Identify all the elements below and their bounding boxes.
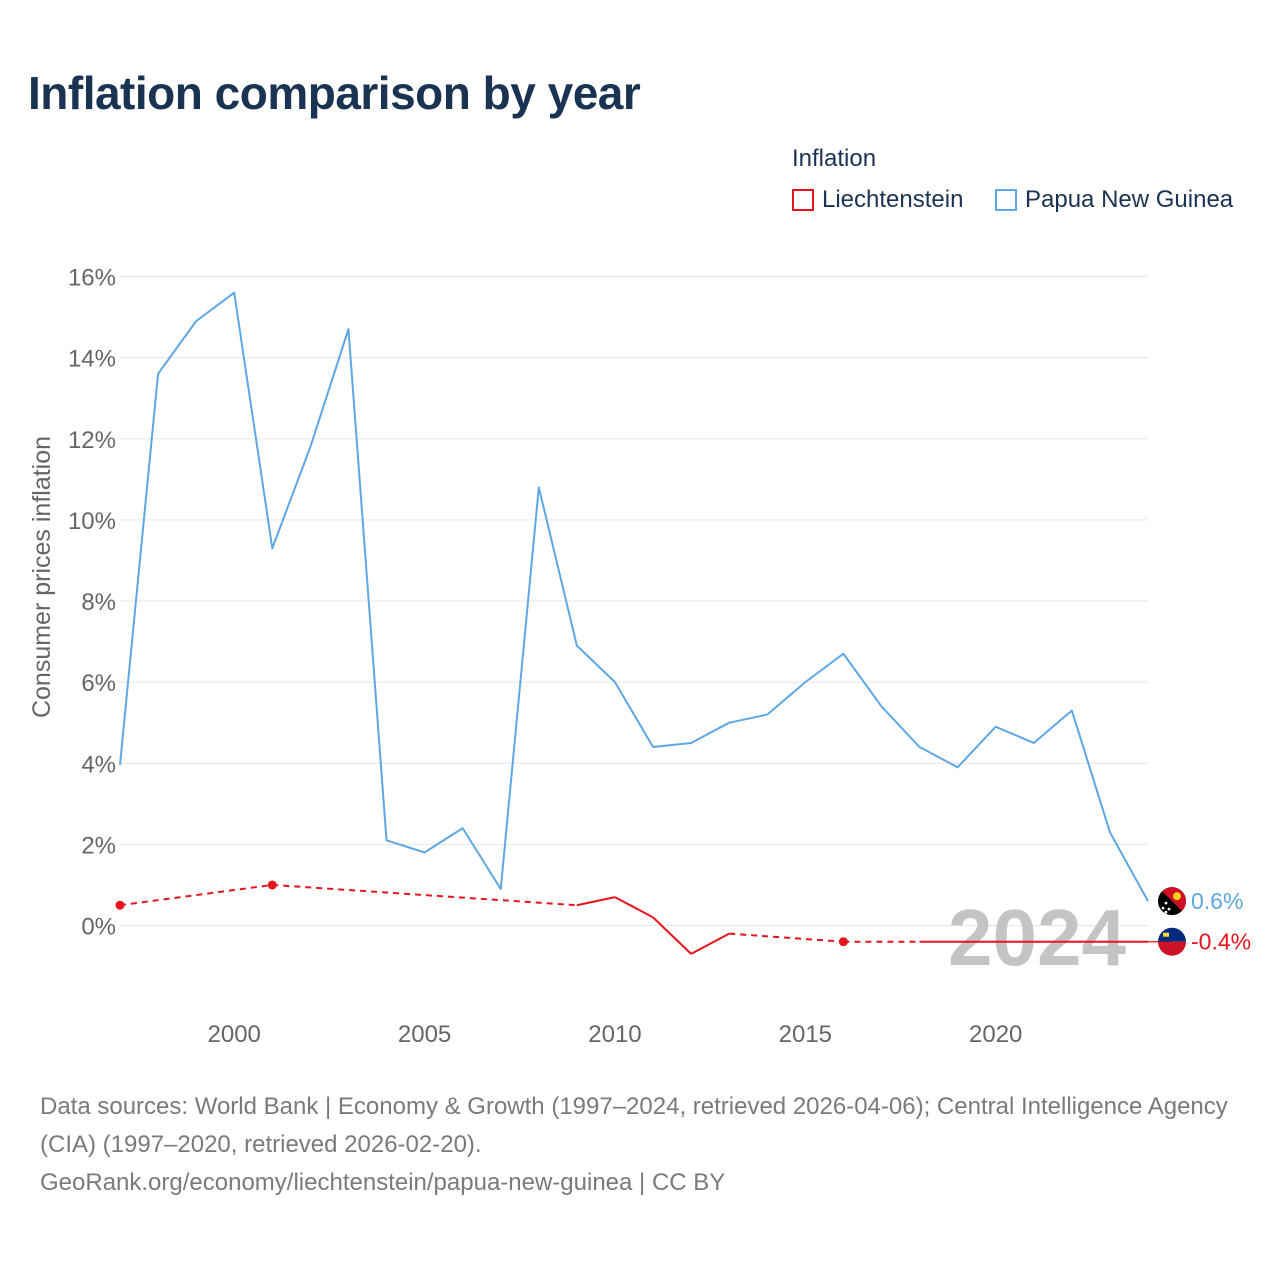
y-axis-label: Consumer prices inflation [28, 436, 56, 718]
y-tick-label: 8% [81, 589, 116, 616]
series-segment-liechtenstein [729, 932, 844, 943]
png-flag-star [1161, 906, 1165, 910]
series-segment-liechtenstein [690, 932, 730, 955]
y-tick-label: 2% [81, 832, 116, 859]
x-tick-label: 2005 [398, 1021, 451, 1048]
li-flag-red [1158, 941, 1186, 956]
series-point-liechtenstein [267, 880, 277, 890]
legend-title: Inflation [792, 145, 877, 172]
x-tick-label: 2010 [588, 1021, 641, 1048]
legend-item-liechtenstein[interactable]: Liechtenstein [792, 186, 963, 214]
papua-new-guinea-flag-icon [1158, 887, 1186, 916]
png-flag-star [1167, 907, 1171, 911]
series-segment-liechtenstein [272, 883, 577, 907]
chart-canvas: 0% 2% 4% 6% 8% 10% 12% 14% 16% 2000 2005 2010 2015 20… [28, 265, 1251, 1049]
y-tick-label: 12% [68, 427, 116, 454]
li-flag-blue [1158, 927, 1186, 942]
year-watermark: 2024 [948, 893, 1126, 982]
series-segment-liechtenstein [576, 896, 616, 907]
x-tick-label: 2020 [969, 1021, 1022, 1048]
li-flag-body [1158, 927, 1186, 956]
end-label-liechtenstein: -0.4% [1191, 929, 1251, 955]
chart-title: Inflation comparison by year [28, 67, 641, 119]
li-flag-crown [1163, 932, 1169, 937]
y-tick-label: 0% [81, 914, 116, 941]
png-flag-star [1164, 901, 1168, 905]
series-segment-liechtenstein [614, 896, 654, 919]
end-label-papua-new-guinea: 0.6% [1191, 888, 1243, 914]
y-tick-label: 10% [68, 508, 116, 535]
x-tick-label: 2000 [208, 1021, 261, 1048]
liechtenstein-flag-icon [1158, 927, 1186, 956]
x-tick-label: 2015 [779, 1021, 832, 1048]
source-url[interactable]: GeoRank.org/economy/liechtenstein/papua-… [40, 1169, 726, 1196]
png-flag-star [1164, 910, 1168, 914]
y-tick-label: 4% [81, 751, 116, 778]
legend-item-papua-new-guinea[interactable]: Papua New Guinea [995, 186, 1233, 214]
series-segment-liechtenstein [652, 916, 692, 955]
png-flag-body [1158, 887, 1186, 916]
legend-swatch-papua-new-guinea [995, 189, 1017, 211]
data-sources: Data sources: World Bank | Economy & Gro… [40, 1093, 1228, 1158]
y-tick-label: 16% [68, 265, 116, 292]
footer: Data sources: World Bank | Economy & Gro… [40, 1088, 1250, 1202]
legend-label-papua-new-guinea: Papua New Guinea [1025, 186, 1234, 213]
png-flag-bird [1173, 892, 1181, 901]
series-segment-liechtenstein [119, 883, 273, 907]
series-line-papua-new-guinea [119, 291, 1149, 902]
y-tick-label: 14% [68, 346, 116, 373]
legend-label-liechtenstein: Liechtenstein [822, 186, 964, 213]
y-tick-label: 6% [81, 670, 116, 697]
legend-swatch-liechtenstein [792, 189, 814, 211]
series-point-liechtenstein [838, 937, 848, 947]
series-point-liechtenstein [115, 900, 125, 910]
